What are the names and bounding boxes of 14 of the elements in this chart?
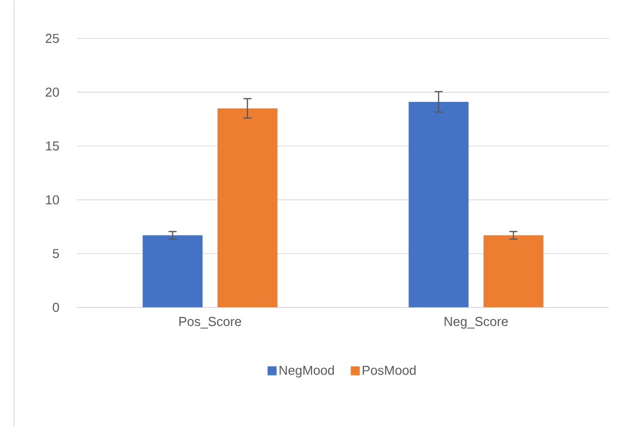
y-tick-label: 5 xyxy=(52,249,59,258)
legend-label: NegMood xyxy=(280,365,334,378)
legend-label: PosMood xyxy=(362,365,416,375)
x-tick-label: Neg_Score xyxy=(444,317,508,329)
y-tick-label: 15 xyxy=(46,142,59,151)
bar xyxy=(218,108,278,308)
bar xyxy=(142,235,203,308)
y-tick-label: 0 xyxy=(52,302,59,312)
y-tick-label: 20 xyxy=(46,88,59,97)
bar xyxy=(484,235,544,308)
x-tick-label: Pos_Score xyxy=(179,317,242,329)
y-tick-label: 25 xyxy=(46,34,59,44)
y-tick-label: 10 xyxy=(46,195,59,204)
bar xyxy=(408,102,469,308)
